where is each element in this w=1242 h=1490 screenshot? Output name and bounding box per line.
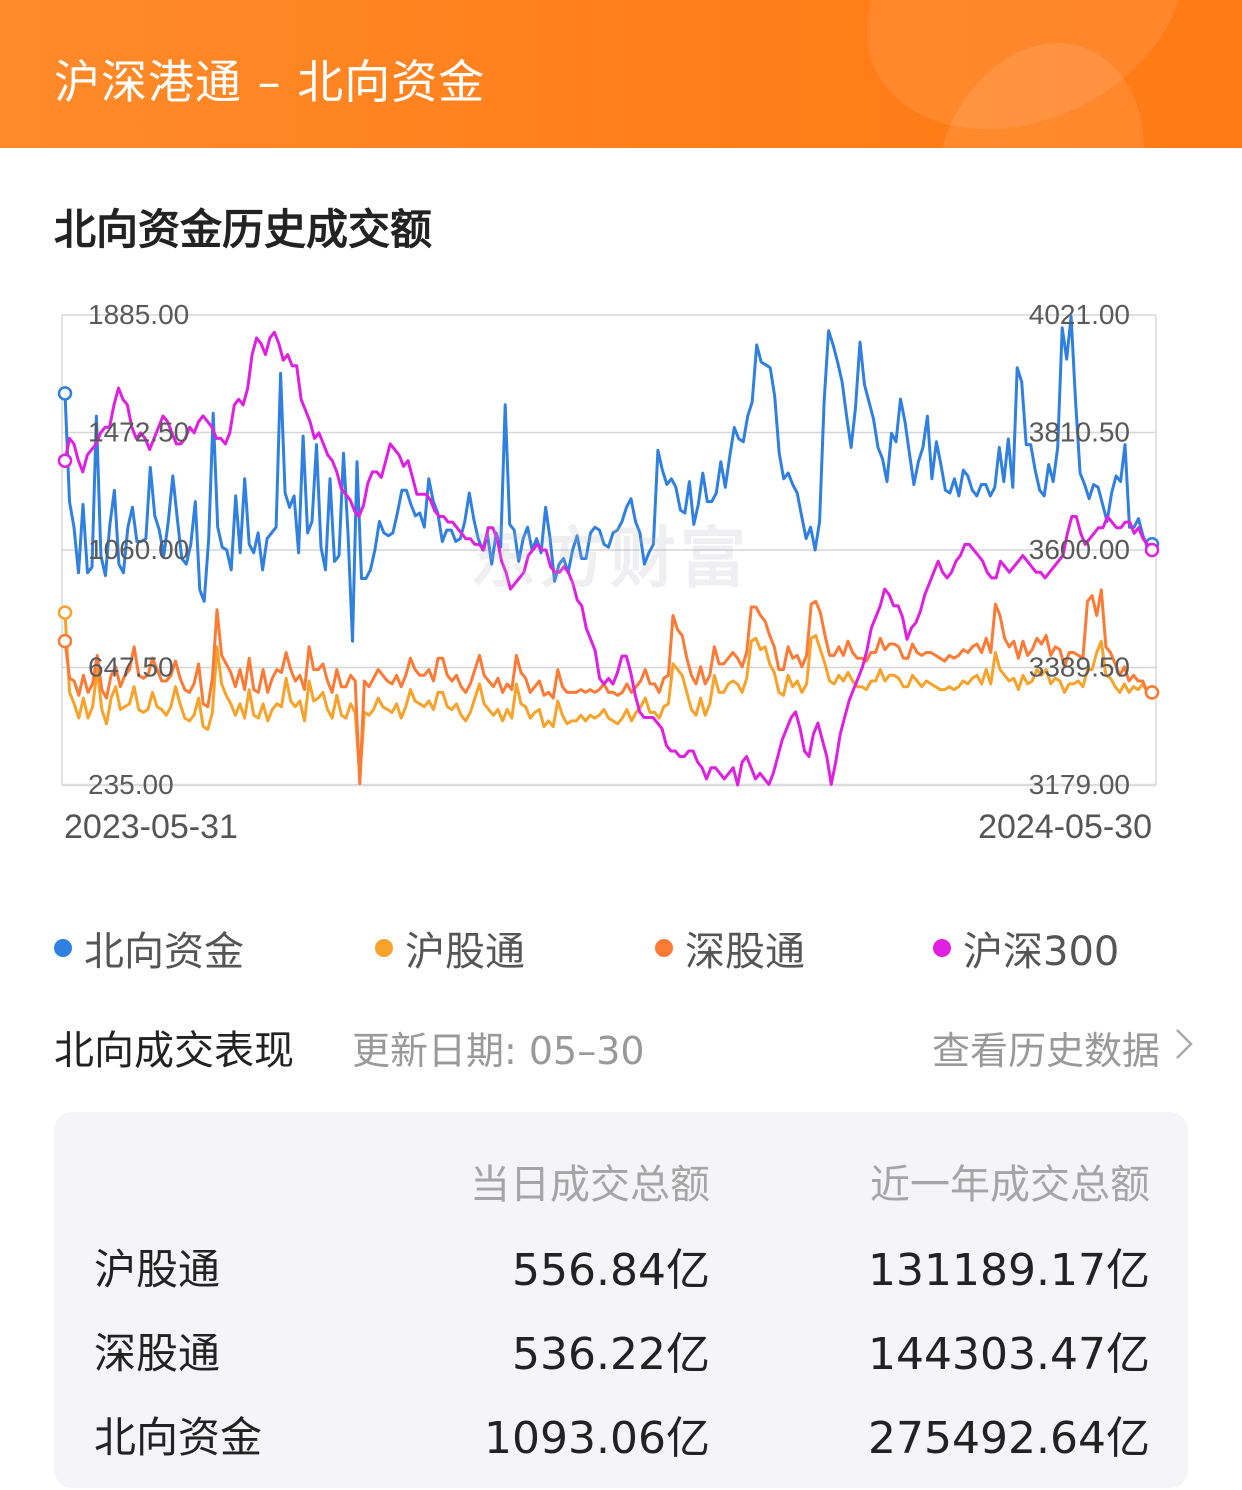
x-axis-start-date: 2023-05-31 <box>64 808 238 846</box>
legend-label: 北向资金 <box>84 929 244 975</box>
performance-table: 当日成交总额 近一年成交总额 沪股通 556.84亿 131189.17亿 深股… <box>54 1112 1188 1488</box>
column-header-yearly: 近一年成交总额 <box>870 1162 1150 1208</box>
update-date: 更新日期: 05–30 <box>352 1029 645 1073</box>
view-history-link[interactable]: 查看历史数据 <box>932 1020 1194 1075</box>
legend-dot-icon <box>54 939 72 957</box>
left-axis-tick: 1060.00 <box>88 534 189 565</box>
left-axis-tick: 235.00 <box>88 769 174 800</box>
x-axis-end-date: 2024-05-30 <box>978 808 1152 846</box>
legend-item-csi300[interactable]: 沪深300 <box>933 918 1119 978</box>
series-line <box>63 330 1154 787</box>
left-axis-tick: 1472.50 <box>88 417 189 448</box>
legend-dot-icon <box>933 939 951 957</box>
chart-legend: 北向资金 沪股通 深股通 沪深300 <box>0 918 1242 978</box>
daily-value: 1093.06亿 <box>484 1413 710 1464</box>
series-endpoint-marker <box>1144 685 1160 700</box>
performance-title: 北向成交表现 <box>54 1028 294 1074</box>
legend-label: 沪深300 <box>963 929 1120 975</box>
performance-header: 北向成交表现 更新日期: 05–30 查看历史数据 <box>54 1018 1194 1074</box>
daily-value: 536.22亿 <box>512 1329 710 1380</box>
line-chart[interactable]: 1885.00 1472.50 1060.00 647.50 235.00 4021.00… <box>0 290 1242 860</box>
series-endpoint-marker <box>57 386 73 401</box>
legend-dot-icon <box>655 939 673 957</box>
yearly-value: 131189.17亿 <box>868 1245 1150 1296</box>
page-title: 沪深港通 – 北向资金 <box>54 55 486 109</box>
right-axis-tick: 3389.50 <box>1029 652 1130 683</box>
legend-item-sz-connect[interactable]: 深股通 <box>655 918 805 978</box>
chevron-right-icon <box>1174 1025 1194 1071</box>
series-line <box>63 314 1153 643</box>
view-history-label: 查看历史数据 <box>931 1029 1160 1073</box>
chart-section-title: 北向资金历史成交额 <box>54 205 433 254</box>
series-line <box>63 612 1152 780</box>
left-axis-tick: 1885.00 <box>88 299 189 330</box>
page-header: 沪深港通 – 北向资金 <box>0 0 1242 148</box>
column-header-daily: 当日成交总额 <box>470 1162 710 1208</box>
history-chart[interactable]: 1885.00 1472.50 1060.00 647.50 235.00 4021.00… <box>0 290 1242 860</box>
series-endpoint-marker <box>57 605 73 620</box>
right-axis-tick: 3179.00 <box>1029 769 1130 800</box>
legend-label: 深股通 <box>685 929 805 975</box>
yearly-value: 275492.64亿 <box>868 1413 1150 1464</box>
right-axis-tick: 3810.50 <box>1029 417 1130 448</box>
series-endpoint-marker <box>57 453 73 468</box>
row-label-northbound: 北向资金 <box>94 1413 263 1462</box>
legend-item-sh-connect[interactable]: 沪股通 <box>375 918 525 978</box>
row-label-sz-connect: 深股通 <box>94 1329 221 1378</box>
legend-item-northbound[interactable]: 北向资金 <box>54 918 244 978</box>
legend-dot-icon <box>375 939 393 957</box>
yearly-value: 144303.47亿 <box>868 1329 1150 1380</box>
series-endpoint-marker <box>1144 542 1160 558</box>
legend-label: 沪股通 <box>405 929 525 975</box>
right-axis-tick: 3600.00 <box>1029 534 1130 565</box>
row-label-sh-connect: 沪股通 <box>94 1245 221 1294</box>
series-endpoint-marker <box>57 633 73 649</box>
daily-value: 556.84亿 <box>512 1245 710 1296</box>
right-axis-tick: 4021.00 <box>1029 299 1130 330</box>
left-axis-tick: 647.50 <box>88 652 174 683</box>
series-line <box>63 588 1152 786</box>
